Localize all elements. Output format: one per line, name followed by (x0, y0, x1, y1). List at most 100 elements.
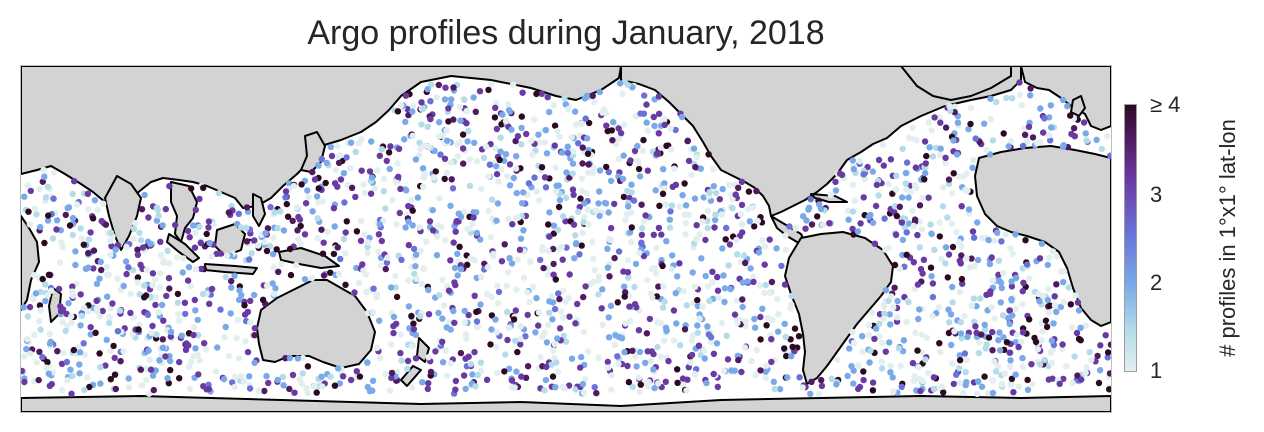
profile-point (930, 385, 938, 393)
profile-point (110, 342, 117, 350)
profile-point (385, 149, 393, 156)
profile-point (1000, 269, 1007, 277)
profile-point (373, 293, 380, 301)
profile-point (1006, 307, 1014, 314)
profile-point (396, 209, 403, 217)
profile-point (942, 154, 949, 161)
profile-point (761, 261, 768, 268)
profile-point (688, 337, 696, 344)
profile-point (164, 375, 171, 382)
profile-point (1104, 133, 1111, 140)
profile-point (69, 283, 76, 290)
profile-point (763, 322, 770, 329)
profile-point (364, 383, 371, 391)
profile-point (960, 389, 967, 397)
profile-point (1019, 142, 1027, 150)
profile-point (439, 132, 447, 139)
profile-point (923, 334, 931, 341)
profile-point (404, 357, 412, 365)
profile-point (408, 312, 415, 320)
profile-point (949, 243, 957, 251)
profile-point (141, 191, 148, 199)
profile-point (137, 366, 144, 373)
profile-point (681, 180, 688, 187)
profile-point (734, 297, 741, 304)
profile-point (58, 360, 66, 367)
profile-point (782, 232, 789, 239)
profile-point (494, 300, 502, 307)
profile-point (107, 251, 114, 259)
profile-point (674, 366, 681, 373)
profile-point (512, 165, 520, 172)
profile-point (880, 315, 887, 323)
profile-point (665, 357, 672, 365)
profile-point (554, 368, 562, 376)
profile-point (985, 236, 992, 244)
profile-point (487, 234, 495, 241)
profile-point (967, 104, 975, 112)
profile-point (791, 325, 799, 332)
profile-point (922, 169, 929, 177)
profile-point (994, 229, 1001, 236)
profile-point (516, 246, 524, 253)
profile-point (335, 159, 343, 166)
profile-point (663, 238, 670, 245)
profile-point (546, 298, 553, 305)
profile-point (394, 160, 401, 167)
profile-point (890, 388, 897, 395)
profile-point (912, 164, 919, 171)
profile-point (192, 307, 199, 314)
profile-point (805, 204, 813, 211)
profile-point (646, 315, 654, 323)
profile-point (309, 168, 316, 176)
profile-point (1012, 274, 1020, 282)
profile-point (660, 337, 668, 344)
profile-point (289, 217, 296, 225)
profile-point (353, 368, 360, 375)
profile-point (85, 249, 92, 257)
profile-point (327, 373, 334, 380)
profile-point (905, 134, 913, 141)
profile-point (676, 342, 684, 349)
profile-point (728, 191, 735, 198)
profile-point (461, 319, 469, 326)
profile-point (147, 366, 155, 373)
profile-point (769, 316, 776, 323)
profile-point (875, 192, 882, 199)
profile-point (347, 139, 355, 146)
profile-point (1045, 376, 1053, 383)
profile-point (746, 218, 753, 225)
profile-point (1107, 152, 1111, 159)
profile-point (146, 356, 153, 363)
profile-point (486, 161, 493, 168)
profile-point (450, 116, 457, 123)
profile-point (518, 373, 525, 380)
profile-point (603, 109, 610, 117)
profile-point (343, 154, 350, 161)
profile-point (205, 224, 212, 231)
profile-point (225, 209, 232, 216)
profile-point (313, 193, 321, 200)
profile-point (999, 312, 1007, 319)
profile-point (663, 142, 670, 149)
profile-point (684, 137, 691, 145)
profile-point (409, 207, 416, 214)
profile-point (364, 249, 371, 257)
profile-point (360, 181, 367, 188)
profile-point (334, 365, 342, 372)
profile-point (464, 138, 471, 145)
profile-point (24, 313, 31, 320)
profile-point (543, 339, 551, 346)
profile-point (190, 324, 198, 331)
profile-point (998, 284, 1005, 292)
profile-point (637, 381, 644, 388)
profile-point (1107, 341, 1111, 348)
profile-point (1097, 342, 1104, 349)
landmass-australia (256, 279, 376, 369)
profile-point (488, 81, 495, 88)
profile-point (819, 221, 827, 229)
profile-point (24, 336, 31, 343)
profile-point (655, 224, 663, 232)
profile-point (613, 141, 620, 148)
profile-point (752, 371, 760, 378)
